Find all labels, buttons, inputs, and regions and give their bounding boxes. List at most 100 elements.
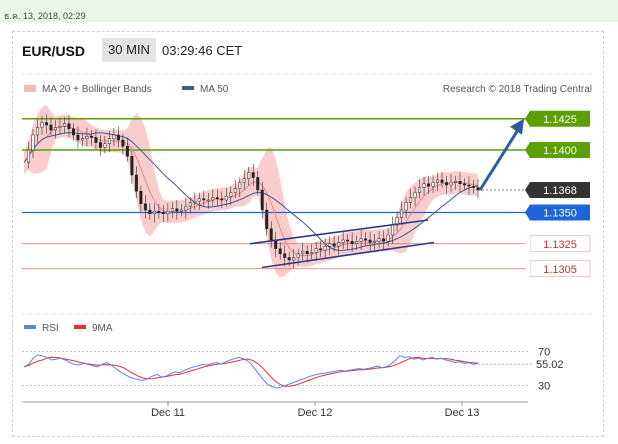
candle-body xyxy=(382,238,386,242)
candle-body xyxy=(125,146,129,157)
candle-body xyxy=(472,186,475,188)
candle-body xyxy=(143,203,147,211)
candle-body xyxy=(377,238,381,242)
candle-body xyxy=(269,228,273,241)
candle-body xyxy=(80,138,84,141)
candle-body xyxy=(373,241,377,243)
candle-body xyxy=(418,187,422,193)
candle-body xyxy=(332,243,336,247)
level-label-4: 1.1325 xyxy=(543,239,577,251)
level-tag-pointer-0 xyxy=(525,110,530,127)
candle-body xyxy=(467,184,471,187)
x-axis-ticks: Dec 11 Dec 12 Dec 13 xyxy=(151,402,479,419)
candle-body xyxy=(224,196,228,201)
candle-body xyxy=(391,224,395,236)
candle-body xyxy=(107,138,111,144)
forecast-arrow-shaft xyxy=(478,125,522,191)
candle-body xyxy=(440,179,444,183)
candle-body xyxy=(98,142,102,148)
candle-body xyxy=(409,197,413,203)
candle-body xyxy=(35,127,39,136)
candle-body xyxy=(202,198,206,201)
candle-body xyxy=(476,187,480,191)
candle-body xyxy=(274,239,278,249)
price-panel: 1.1425 1.1400 1.1368 1.1350 1.1325 1.1305 xyxy=(22,105,591,278)
channel-lower-line xyxy=(261,241,435,269)
candle-body xyxy=(260,189,264,211)
candle-body xyxy=(395,217,399,226)
candle-body xyxy=(283,253,287,258)
channel-upper-line xyxy=(249,219,429,245)
candle-body xyxy=(193,201,197,203)
candle-body xyxy=(27,149,30,163)
candle-body xyxy=(184,206,188,211)
ma50-line xyxy=(23,132,479,251)
candle-body xyxy=(49,124,53,131)
candle-body xyxy=(148,209,152,214)
candle-body xyxy=(197,198,201,202)
rsi-legend-label: RSI xyxy=(42,323,59,334)
rsi-current-label: 55.02 xyxy=(536,359,564,371)
candle-body xyxy=(436,179,440,183)
level-tag-0 xyxy=(530,110,590,127)
candle-body xyxy=(454,181,458,183)
level-tag-pointer-3 xyxy=(525,204,530,221)
rsi-legend-swatch xyxy=(24,325,36,329)
candle-body xyxy=(238,182,242,189)
candle-body xyxy=(337,242,341,247)
timeframe-button[interactable]: 30 MIN xyxy=(102,38,156,62)
forecast-arrow-head xyxy=(510,118,524,135)
level-tag-1 xyxy=(530,142,590,158)
candle-body xyxy=(323,246,327,251)
candle-body xyxy=(463,183,467,186)
candle-body xyxy=(40,122,44,128)
candle-body xyxy=(296,253,300,258)
level-tag-pointer-5 xyxy=(525,260,530,277)
ma50-legend-label: MA 50 xyxy=(200,84,229,95)
candle-body xyxy=(233,188,237,193)
candle-body xyxy=(229,192,233,197)
candle-body xyxy=(301,251,305,254)
candle-body xyxy=(458,181,462,184)
candle-body xyxy=(287,257,291,261)
candle-body xyxy=(116,134,120,141)
timestamp: ธ.ค. 13, 2018, 02:29 xyxy=(4,11,86,21)
candle-body xyxy=(134,174,138,192)
candle-body xyxy=(314,248,318,253)
candle-body xyxy=(94,137,98,143)
candle-body xyxy=(368,239,372,243)
candle-body xyxy=(422,183,426,188)
candle-body xyxy=(305,251,309,254)
candle-body xyxy=(355,241,359,244)
chart-time: 03:29:46 CET xyxy=(162,43,243,58)
candle-body xyxy=(292,257,296,261)
candle-body xyxy=(211,197,215,201)
chart-frame xyxy=(12,31,604,437)
candle-body xyxy=(364,238,368,241)
timestamp-bar: ธ.ค. 13, 2018, 02:29 xyxy=(0,0,618,22)
candle-body xyxy=(359,238,363,242)
bb-legend-swatch xyxy=(24,85,36,92)
candle-body xyxy=(53,127,57,131)
candle-body xyxy=(445,182,449,186)
rsi-ma-legend-swatch xyxy=(74,325,86,329)
candle-body xyxy=(247,172,251,179)
candle-body xyxy=(71,128,75,136)
x-tick-label: Dec 11 xyxy=(151,407,185,419)
level-label-3: 1.1350 xyxy=(543,208,577,220)
candle-body xyxy=(431,182,435,187)
candle-body xyxy=(76,134,80,141)
rsi-ma-legend-label: 9MA xyxy=(92,323,113,334)
currency-pair: EUR/USD xyxy=(22,43,86,59)
rsi-line xyxy=(23,354,479,389)
candle-body xyxy=(242,178,246,183)
candle-body xyxy=(449,182,453,186)
candle-body xyxy=(31,134,35,151)
candle-body xyxy=(206,199,210,202)
candle-body xyxy=(44,122,48,126)
candle-body xyxy=(319,248,323,251)
candle-body xyxy=(215,197,219,199)
candle-body xyxy=(121,139,125,147)
candle-body xyxy=(139,191,143,204)
